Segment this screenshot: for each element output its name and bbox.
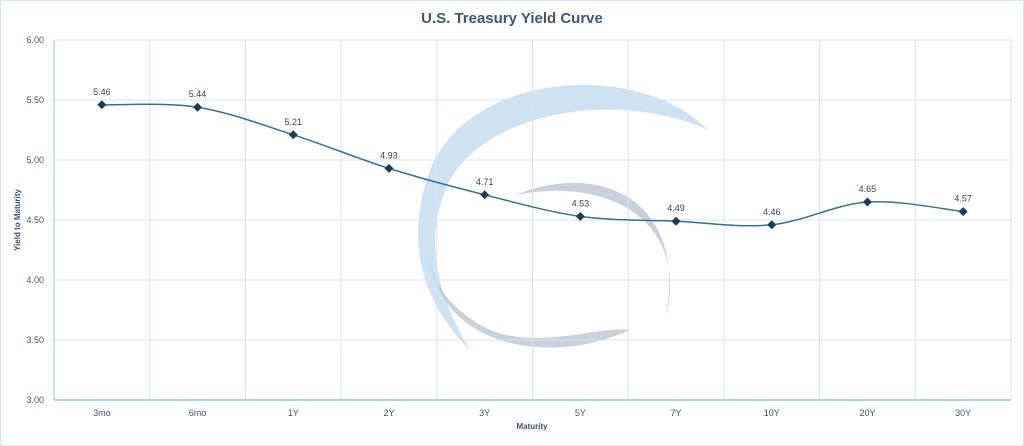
- data-label: 4.57: [954, 194, 972, 204]
- y-tick-label: 4.50: [26, 215, 44, 225]
- data-label: 4.71: [476, 177, 494, 187]
- data-label: 4.49: [667, 203, 685, 213]
- x-tick-label: 7Y: [671, 408, 682, 418]
- x-tick-label: 5Y: [575, 408, 586, 418]
- x-tick-label: 30Y: [955, 408, 971, 418]
- data-point-marker: [288, 130, 298, 140]
- watermark-blue-arc: [418, 84, 708, 351]
- data-point-marker: [767, 220, 777, 230]
- data-label: 5.46: [93, 87, 111, 97]
- y-tick-label: 3.50: [26, 335, 44, 345]
- x-tick-label: 10Y: [764, 408, 780, 418]
- x-axis-label: Maturity: [516, 422, 548, 431]
- x-tick-label: 3Y: [479, 408, 490, 418]
- watermark-gray-lower-arc: [430, 260, 630, 348]
- watermark-gray-arc: [515, 182, 671, 320]
- series-line: [101, 103, 964, 227]
- data-label: 5.44: [189, 89, 207, 99]
- watermark-logo: [418, 84, 708, 351]
- data-label: 5.21: [284, 117, 302, 127]
- x-tick-label: 1Y: [288, 408, 299, 418]
- data-label: 4.65: [859, 184, 877, 194]
- data-point-marker: [671, 216, 681, 226]
- y-tick-label: 6.00: [26, 35, 44, 45]
- data-point-marker: [384, 163, 394, 173]
- data-point-marker: [958, 207, 968, 217]
- y-tick-label: 3.00: [26, 395, 44, 405]
- x-tick-label: 3mo: [93, 408, 111, 418]
- data-point-marker: [97, 100, 107, 110]
- data-label: 4.46: [763, 207, 781, 217]
- data-label: 4.53: [572, 198, 590, 208]
- data-point-marker: [480, 190, 490, 200]
- y-tick-label: 5.00: [26, 155, 44, 165]
- y-tick-label: 4.00: [26, 275, 44, 285]
- chart-title: U.S. Treasury Yield Curve: [421, 10, 603, 27]
- y-axis-label: Yield to Maturity: [13, 188, 22, 250]
- x-tick-label: 2Y: [383, 408, 394, 418]
- y-tick-label: 5.50: [26, 95, 44, 105]
- data-point-marker: [193, 102, 203, 112]
- x-tick-label: 20Y: [859, 408, 875, 418]
- x-tick-label: 6mo: [189, 408, 207, 418]
- data-point-marker: [575, 211, 585, 221]
- data-point-marker: [862, 197, 872, 207]
- data-label: 4.93: [380, 150, 398, 160]
